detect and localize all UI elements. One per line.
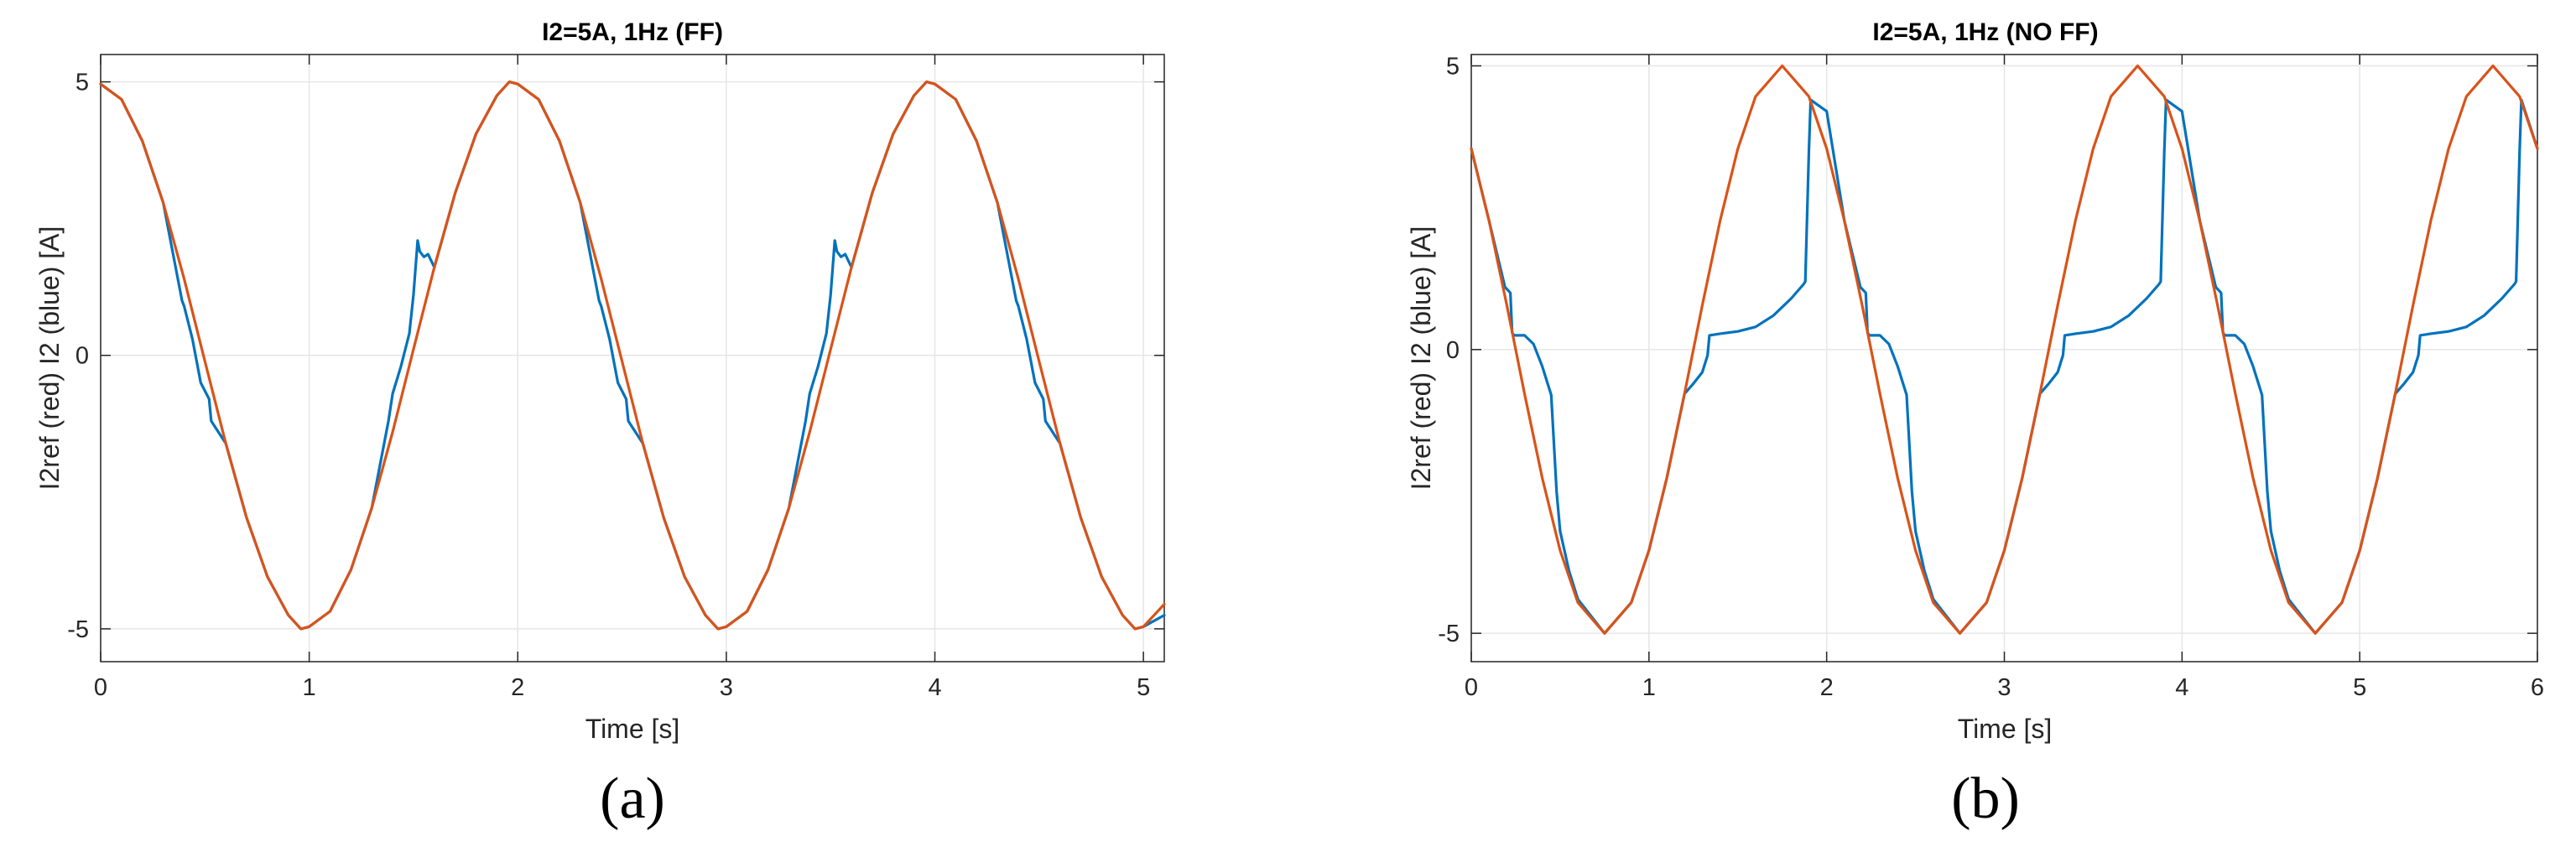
y-tick-label: 5 — [1446, 54, 1460, 81]
x-axis-label: Time [s] — [585, 714, 680, 744]
x-tick-label: 0 — [1465, 674, 1478, 701]
panel-label: (b) — [1951, 766, 2020, 831]
series-line-i2ref-reference — [99, 80, 1166, 631]
chart-title: I2=5A, 1Hz (NO FF) — [1872, 18, 2098, 46]
x-tick-label: 6 — [2531, 674, 2544, 701]
y-axis-label: I2ref (red) I2 (blue) [A] — [34, 226, 65, 491]
chart-title: I2=5A, 1Hz (FF) — [542, 18, 723, 46]
x-tick-label: 5 — [1137, 674, 1150, 701]
y-tick-label: 5 — [75, 70, 89, 96]
x-tick-label: 0 — [94, 674, 107, 701]
x-tick-label: 1 — [1642, 674, 1656, 701]
chart-panel-a: I2=5A, 1Hz (FF) 0 1 2 3 4 5 -5 0 5 Time [s] I2re… — [34, 18, 1166, 831]
x-axis-label: Time [s] — [1958, 714, 2053, 744]
x-tick-label: 4 — [928, 674, 941, 701]
x-tick-label: 5 — [2353, 674, 2366, 701]
x-tick-label: 1 — [303, 674, 316, 701]
y-tick-label: 0 — [1446, 337, 1460, 364]
x-tick-label: 2 — [1820, 674, 1834, 701]
y-tick-label: -5 — [67, 616, 89, 643]
series-line-i2ref-reference — [1470, 64, 2539, 635]
x-tick-label: 3 — [720, 674, 733, 701]
y-tick-label: -5 — [1438, 621, 1460, 647]
chart-panel-b: I2=5A, 1Hz (NO FF) 0 1 2 3 4 5 6-505 Time [s] … — [1406, 18, 2544, 831]
y-axis-label: I2ref (red) I2 (blue) [A] — [1406, 226, 1436, 491]
x-tick-label: 3 — [1997, 674, 2011, 701]
plot-area-frame — [100, 54, 1165, 663]
x-tick-label: 4 — [2175, 674, 2188, 701]
panel-label: (a) — [600, 766, 665, 831]
y-tick-label: 0 — [75, 343, 89, 370]
x-tick-label: 2 — [511, 674, 524, 701]
